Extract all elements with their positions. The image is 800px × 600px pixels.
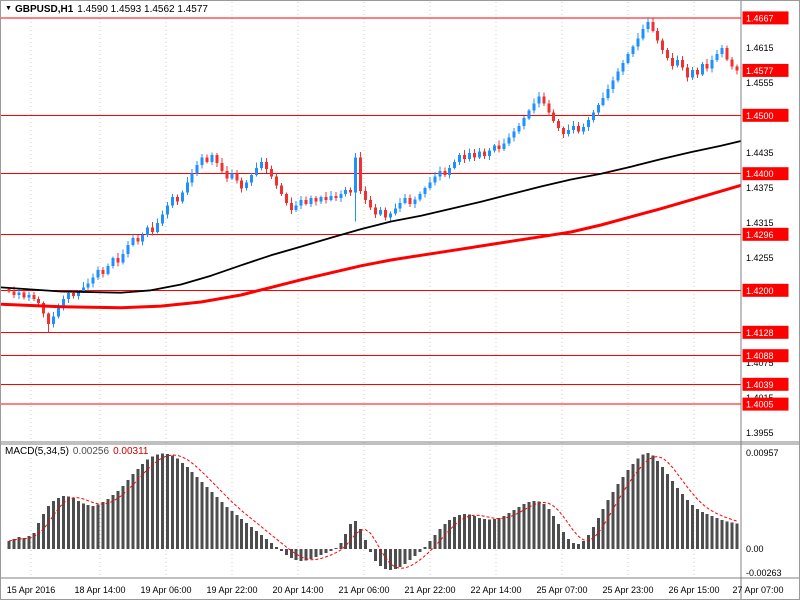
price-level-box — [742, 397, 789, 411]
price-level-box — [742, 108, 789, 122]
price-level-box — [742, 325, 789, 339]
price-axis-label: 1.4315 — [746, 218, 774, 228]
macd-axis-label: -0.00263 — [746, 568, 782, 578]
ma-slow-line — [1, 183, 742, 310]
svg-text:1.4200: 1.4200 — [746, 286, 774, 296]
price-level-box — [742, 11, 789, 25]
macd-axis-label: 0.00957 — [746, 448, 779, 458]
time-axis-labels: 15 Apr 2016 18 Apr 14:00 19 Apr 06:00 19 Ap… — [7, 585, 784, 595]
svg-text:1.4128: 1.4128 — [746, 328, 774, 338]
time-axis-label: 15 Apr 2016 — [7, 585, 56, 595]
svg-text:1.4500: 1.4500 — [746, 111, 774, 121]
svg-text:1.4577: 1.4577 — [746, 66, 774, 76]
price-axis-label: 1.4435 — [746, 148, 774, 158]
level-lines — [1, 17, 741, 405]
svg-text:1.4039: 1.4039 — [746, 380, 774, 390]
macd-signal-line — [8, 454, 738, 569]
price-level-boxes: 1.4667 1.4500 1.4400 1.4296 1.4200 1.4128 1.40… — [742, 11, 789, 411]
svg-text:1.4296: 1.4296 — [746, 230, 774, 240]
macd-axis-label: 0.00 — [746, 544, 764, 554]
time-axis-label: 18 Apr 14:00 — [74, 585, 125, 595]
price-level-box — [742, 377, 789, 391]
candlestick-series — [7, 17, 739, 333]
time-axis-label: 20 Apr 14:00 — [272, 585, 323, 595]
price-axis-label: 1.3955 — [746, 428, 774, 438]
time-axis-label: 22 Apr 14:00 — [470, 585, 521, 595]
macd-histogram — [7, 453, 739, 571]
price-axis-label: 1.4255 — [746, 253, 774, 263]
svg-text:1.4005: 1.4005 — [746, 400, 774, 410]
chart-marker-icon: ▼ — [5, 5, 12, 12]
svg-text:1.4667: 1.4667 — [746, 13, 774, 23]
time-axis-label: 21 Apr 06:00 — [338, 585, 389, 595]
price-axis-label: 1.4615 — [746, 43, 774, 53]
macd-main-value: 0.00256 — [72, 446, 110, 457]
time-axis-label: 25 Apr 23:00 — [602, 585, 653, 595]
price-level-box — [742, 167, 789, 181]
price-level-box — [742, 227, 789, 241]
time-axis-label: 21 Apr 22:00 — [404, 585, 455, 595]
macd-indicator-label: MACD(5,34,5) — [5, 446, 69, 457]
price-level-box — [742, 63, 789, 77]
time-axis-label: 26 Apr 15:00 — [668, 585, 719, 595]
price-axis-label: 1.4555 — [746, 78, 774, 88]
price-axis[interactable] — [739, 1, 799, 578]
price-level-box — [742, 349, 789, 363]
time-axis-label: 25 Apr 07:00 — [536, 585, 587, 595]
macd-axis-labels: 0.00957 0.00 -0.00263 — [746, 448, 782, 578]
svg-text:1.4088: 1.4088 — [746, 351, 774, 361]
price-axis-label: 1.4075 — [746, 358, 774, 368]
price-level-box — [742, 283, 789, 297]
symbol-timeframe-label: GBPUSD,H1 — [14, 4, 74, 15]
time-axis-label: 19 Apr 22:00 — [206, 585, 257, 595]
ma-fast-line — [1, 140, 742, 294]
macd-signal-value: 0.00311 — [113, 446, 149, 457]
svg-text:1.4400: 1.4400 — [746, 169, 774, 179]
time-axis-label: 19 Apr 06:00 — [140, 585, 191, 595]
chart-header: ▼ GBPUSD,H1 1.4590 1.4593 1.4562 1.4577 — [5, 4, 208, 15]
time-axis-label: 27 Apr 07:00 — [732, 585, 783, 595]
price-axis-label: 1.4375 — [746, 183, 774, 193]
time-axis[interactable] — [1, 578, 799, 599]
macd-header: MACD(5,34,5) 0.00256 0.00311 — [5, 446, 148, 457]
ohlc-values: 1.4590 1.4593 1.4562 1.4577 — [77, 4, 208, 15]
